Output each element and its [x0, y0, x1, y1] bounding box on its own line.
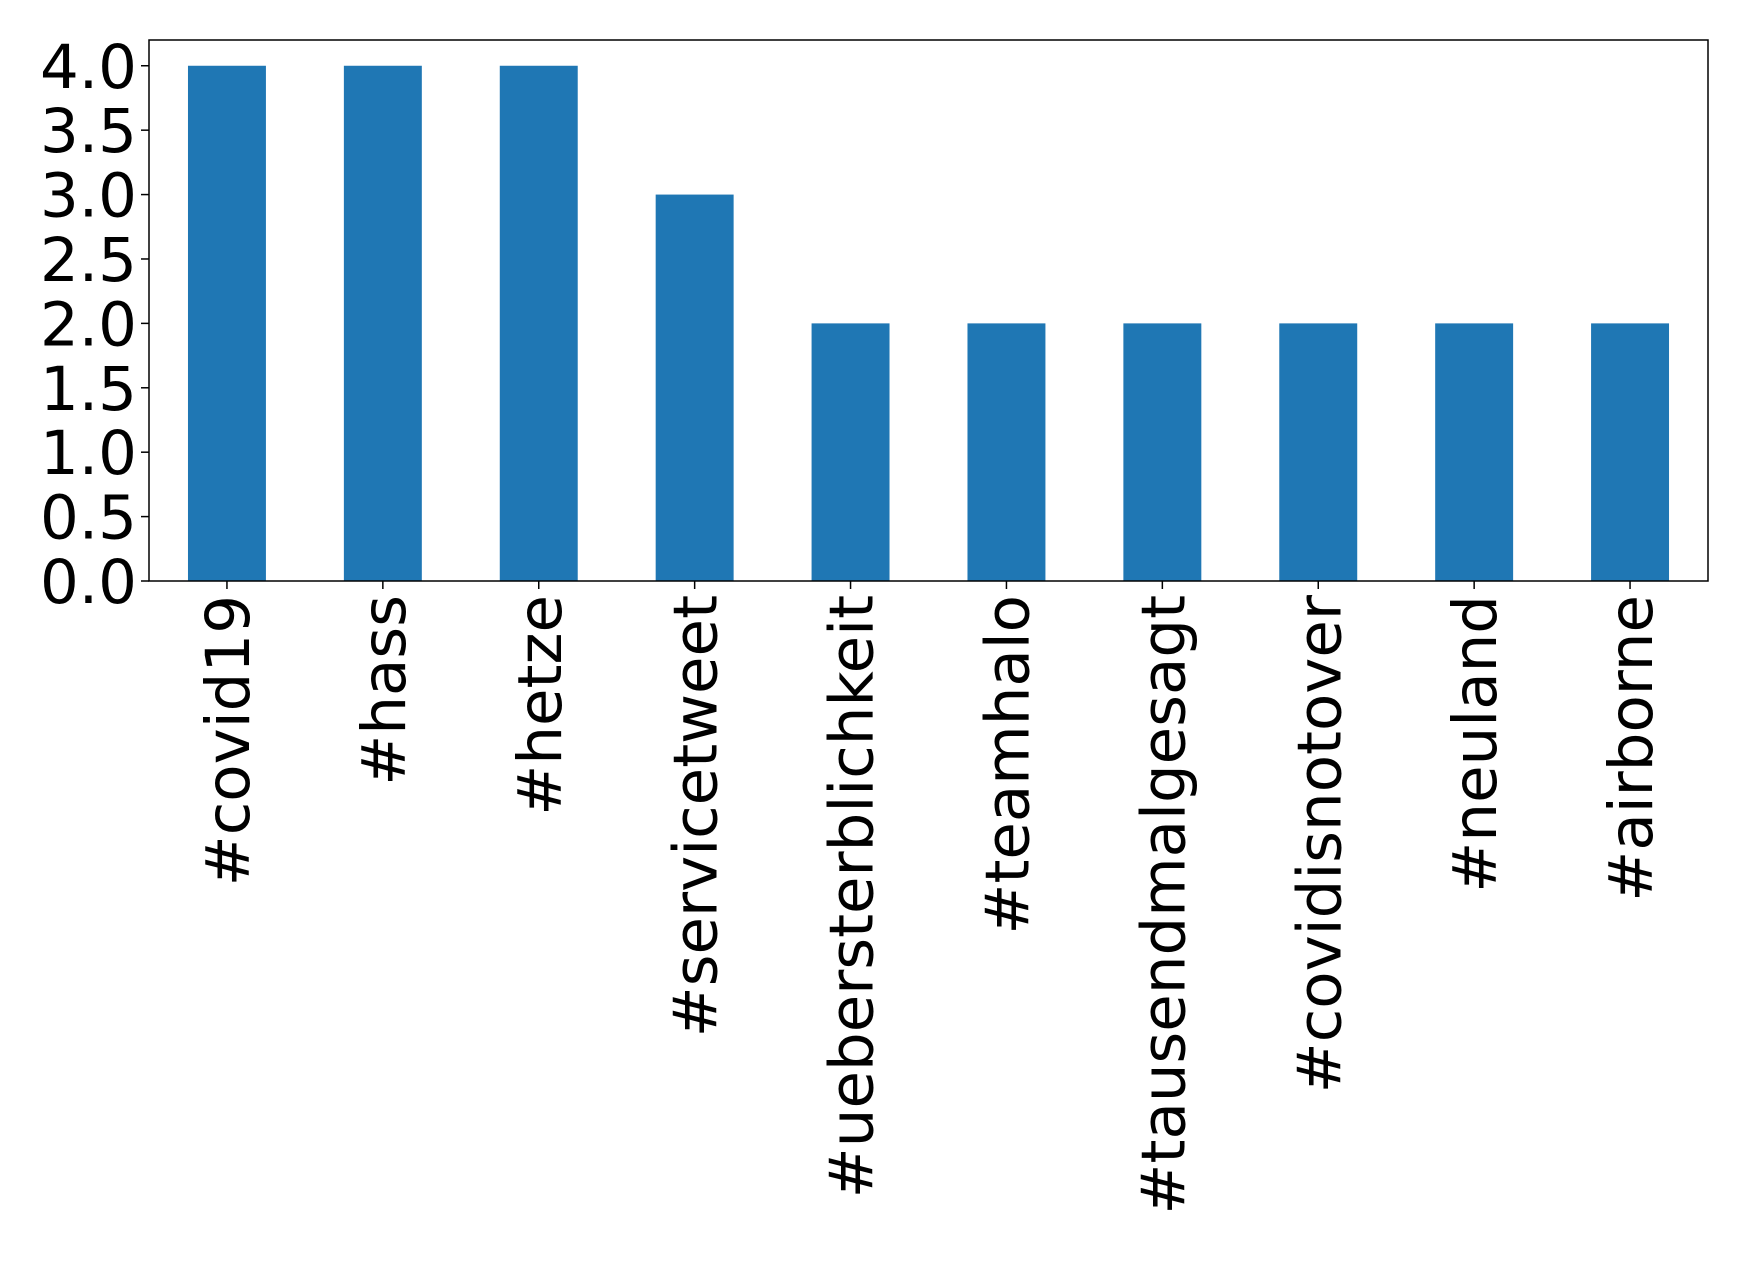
y-tick-label: 2.0: [40, 289, 137, 360]
y-tick-label: 2.5: [40, 225, 137, 296]
x-tick-label: #hass: [349, 595, 420, 786]
x-tick-label: #teamhalo: [972, 595, 1043, 935]
bar: [499, 65, 578, 581]
bar: [1435, 323, 1514, 581]
y-tick-label: 3.5: [40, 96, 137, 167]
y-tick-label: 3.0: [40, 161, 137, 232]
bar: [967, 323, 1046, 581]
axes-frame: [148, 39, 1709, 582]
bar: [1279, 323, 1358, 581]
x-tick-label: #hetze: [505, 595, 576, 816]
bar: [655, 194, 734, 582]
y-tick-label: 1.0: [40, 418, 137, 489]
y-tick-label: 0.5: [40, 483, 137, 554]
bar: [1123, 323, 1202, 581]
x-tick-label: #covidisnotover: [1284, 594, 1355, 1093]
x-tick-label: #neuland: [1440, 595, 1511, 893]
x-tick-label: #airborne: [1596, 595, 1667, 902]
x-tick-label: #covid19: [193, 595, 264, 886]
bar: [1591, 323, 1670, 581]
bar: [811, 323, 890, 581]
bar: [343, 65, 422, 581]
bar: [187, 65, 266, 581]
x-tick-label: #servicetweet: [661, 595, 732, 1037]
y-tick-label: 4.0: [40, 32, 137, 103]
x-tick-label: #uebersterblichkeit: [817, 595, 888, 1198]
y-tick-label: 0.0: [40, 547, 137, 618]
x-tick-label: #tausendmalgesagt: [1128, 595, 1199, 1215]
y-tick-label: 1.5: [40, 354, 137, 425]
